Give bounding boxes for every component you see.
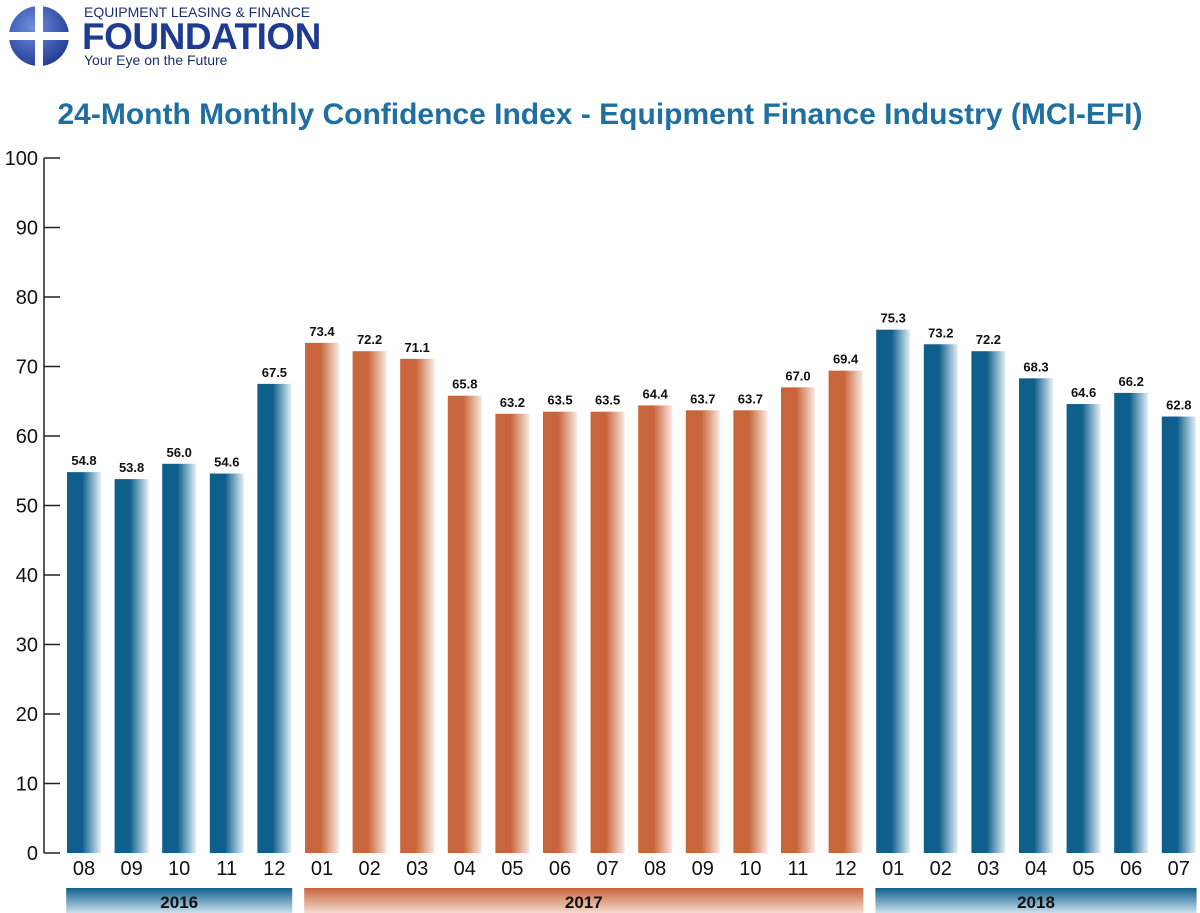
value-label: 67.0	[785, 368, 810, 383]
bar	[67, 472, 101, 853]
bar	[305, 342, 339, 853]
x-tick-label: 12	[834, 858, 856, 880]
value-label: 62.8	[1166, 398, 1191, 413]
x-tick-label: 12	[263, 858, 285, 880]
value-label: 75.3	[881, 311, 906, 326]
x-tick-label: 06	[1120, 858, 1142, 880]
year-band	[875, 888, 1197, 913]
x-tick-label: 09	[692, 858, 714, 880]
bar-chart: 010203040506070809010054.80853.80956.010…	[5, 148, 1197, 913]
x-tick-label: 10	[168, 858, 190, 880]
x-tick-label: 04	[1025, 858, 1047, 880]
y-tick-label: 60	[16, 426, 38, 448]
bar	[447, 395, 482, 853]
year-band-label: 2017	[565, 893, 603, 912]
value-label: 64.4	[643, 386, 669, 401]
x-tick-label: 09	[120, 858, 142, 880]
y-tick-label: 20	[16, 704, 38, 726]
value-label: 67.5	[262, 365, 287, 380]
value-label: 72.2	[357, 332, 382, 347]
logo-globe-icon	[9, 6, 69, 66]
bar	[781, 387, 815, 853]
value-label: 54.6	[214, 455, 239, 470]
year-band	[304, 888, 864, 913]
bar	[590, 411, 625, 853]
value-label: 63.7	[738, 391, 763, 406]
bar	[876, 329, 911, 853]
y-tick-label: 80	[16, 287, 38, 309]
bar	[638, 405, 673, 853]
logo-top-text: EQUIPMENT LEASING & FINANCE	[84, 4, 311, 20]
y-tick-label: 10	[16, 774, 38, 796]
foundation-logo: EQUIPMENT LEASING & FINANCE FOUNDATION Y…	[4, 2, 334, 70]
y-tick-label: 40	[16, 565, 38, 587]
x-tick-label: 05	[1072, 858, 1094, 880]
value-label: 64.6	[1071, 385, 1096, 400]
value-label: 54.8	[71, 453, 96, 468]
bar	[495, 413, 530, 853]
y-tick-label: 90	[16, 218, 38, 240]
x-tick-label: 02	[930, 858, 952, 880]
bar	[923, 344, 958, 853]
bar	[352, 351, 387, 853]
y-tick-label: 50	[16, 496, 38, 518]
chart-title: 24-Month Monthly Confidence Index - Equi…	[57, 98, 1143, 131]
bar	[1019, 378, 1053, 853]
year-band-label: 2016	[160, 893, 198, 912]
x-tick-label: 07	[1168, 858, 1190, 880]
value-label: 63.5	[595, 393, 620, 408]
bar	[1114, 392, 1149, 853]
value-label: 73.2	[928, 325, 953, 340]
bar	[257, 383, 292, 853]
x-tick-label: 11	[216, 858, 237, 880]
x-tick-label: 04	[454, 858, 476, 880]
y-tick-label: 30	[16, 635, 38, 657]
y-tick-label: 0	[27, 843, 38, 865]
value-label: 56.0	[167, 445, 192, 460]
value-label: 73.4	[309, 324, 335, 339]
value-label: 71.1	[405, 340, 430, 355]
x-tick-label: 03	[977, 858, 999, 880]
value-label: 69.4	[833, 352, 859, 367]
y-tick-label: 70	[16, 357, 38, 379]
x-tick-label: 11	[788, 858, 809, 880]
bar	[685, 410, 720, 853]
value-label: 53.8	[119, 460, 144, 475]
bar	[543, 411, 577, 853]
year-band-label: 2018	[1017, 893, 1055, 912]
x-tick-label: 02	[358, 858, 380, 880]
value-label: 68.3	[1023, 359, 1048, 374]
x-tick-label: 06	[549, 858, 571, 880]
bar	[400, 358, 435, 853]
value-label: 63.7	[690, 391, 715, 406]
x-tick-label: 01	[311, 858, 333, 880]
x-tick-label: 01	[882, 858, 904, 880]
x-tick-label: 05	[501, 858, 523, 880]
bar	[733, 410, 768, 853]
x-tick-label: 07	[596, 858, 618, 880]
bar	[828, 370, 863, 853]
value-label: 63.5	[547, 393, 572, 408]
year-band	[66, 888, 293, 913]
bar	[1066, 404, 1101, 853]
bar	[114, 479, 149, 853]
value-label: 63.2	[500, 395, 525, 410]
y-tick-label: 100	[5, 148, 38, 170]
bar	[971, 351, 1006, 853]
bar	[209, 473, 244, 853]
x-tick-label: 03	[406, 858, 428, 880]
x-tick-label: 10	[739, 858, 761, 880]
bar	[162, 463, 197, 853]
logo-tagline: Your Eye on the Future	[84, 52, 228, 68]
x-tick-label: 08	[644, 858, 666, 880]
value-label: 72.2	[976, 332, 1001, 347]
x-tick-label: 08	[73, 858, 95, 880]
bar	[1161, 416, 1196, 853]
value-label: 65.8	[452, 377, 477, 392]
logo-main-text: FOUNDATION	[82, 16, 321, 57]
value-label: 66.2	[1119, 374, 1144, 389]
